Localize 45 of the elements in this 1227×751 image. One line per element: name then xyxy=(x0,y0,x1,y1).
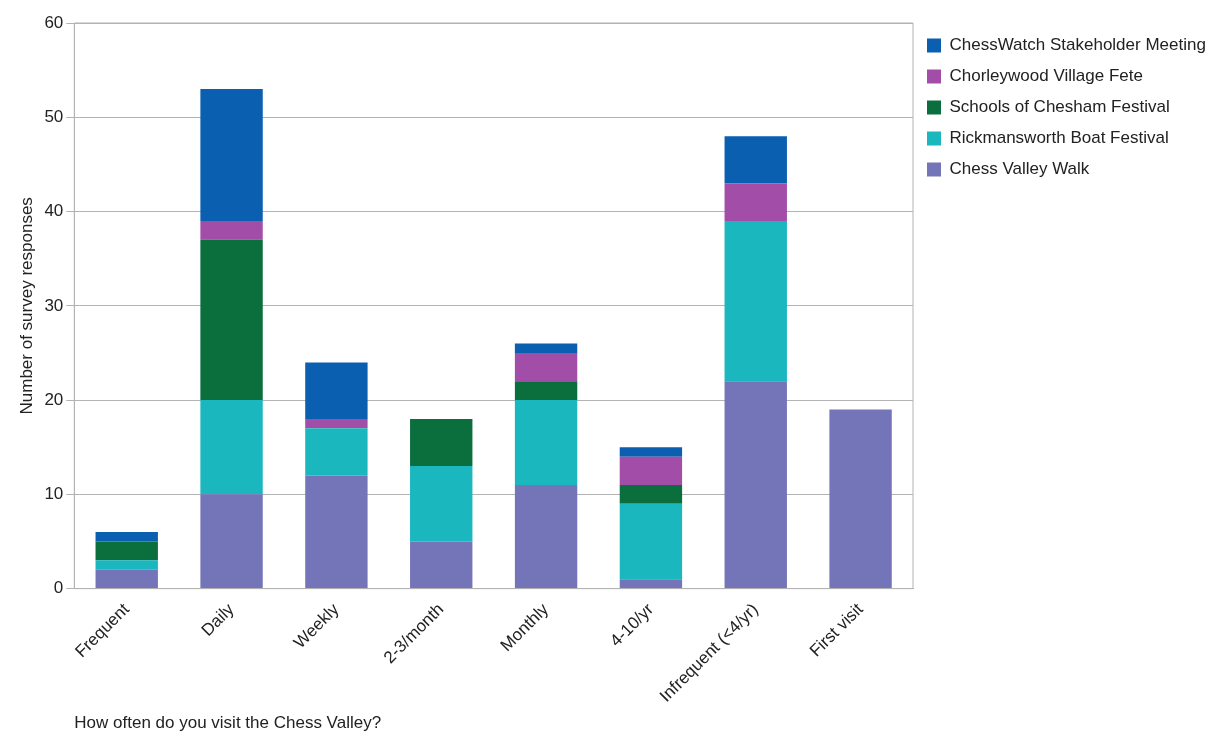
bar xyxy=(724,136,787,184)
bar xyxy=(514,352,578,382)
legend-label: Schools of Chesham Festival xyxy=(949,97,1170,117)
bar xyxy=(514,400,578,485)
y-tick-label: 10 xyxy=(44,484,64,504)
bar xyxy=(724,183,787,221)
y-tick-label: 40 xyxy=(44,201,64,221)
bar xyxy=(619,447,683,457)
legend-label: Rickmansworth Boat Festival xyxy=(949,128,1169,148)
y-axis-title: Number of survey responses xyxy=(16,197,36,415)
bar xyxy=(410,466,473,542)
bar xyxy=(514,484,578,589)
y-tick-label: 30 xyxy=(44,295,64,315)
y-tick-label: 50 xyxy=(44,106,64,126)
bar xyxy=(305,418,368,429)
y-tick-label: 0 xyxy=(53,578,64,598)
bar xyxy=(200,88,263,221)
bar xyxy=(305,475,368,589)
bar xyxy=(410,541,473,589)
bar xyxy=(95,532,158,542)
bar xyxy=(514,343,578,353)
y-tick-label: 60 xyxy=(44,12,64,32)
legend-label: ChessWatch Stakeholder Meeting xyxy=(949,35,1206,55)
bar xyxy=(619,503,683,580)
bar xyxy=(829,409,892,589)
y-tick-label: 20 xyxy=(44,389,64,409)
bar xyxy=(200,494,263,589)
bar xyxy=(410,418,473,467)
bar xyxy=(724,381,787,589)
bar xyxy=(305,362,368,419)
bar xyxy=(200,239,263,401)
bar xyxy=(619,484,683,504)
bar xyxy=(95,541,158,561)
bar xyxy=(619,456,683,485)
x-axis-title: How often do you visit the Chess Valley? xyxy=(74,713,382,733)
bar xyxy=(724,220,787,382)
legend-label: Chess Valley Walk xyxy=(949,159,1090,179)
bar xyxy=(200,220,263,240)
bar xyxy=(305,428,368,476)
bar xyxy=(95,560,158,570)
bar xyxy=(619,579,683,589)
bar xyxy=(95,569,158,589)
bar xyxy=(200,400,263,495)
legend-label: Chorleywood Village Fete xyxy=(949,66,1143,86)
bar xyxy=(514,381,578,401)
